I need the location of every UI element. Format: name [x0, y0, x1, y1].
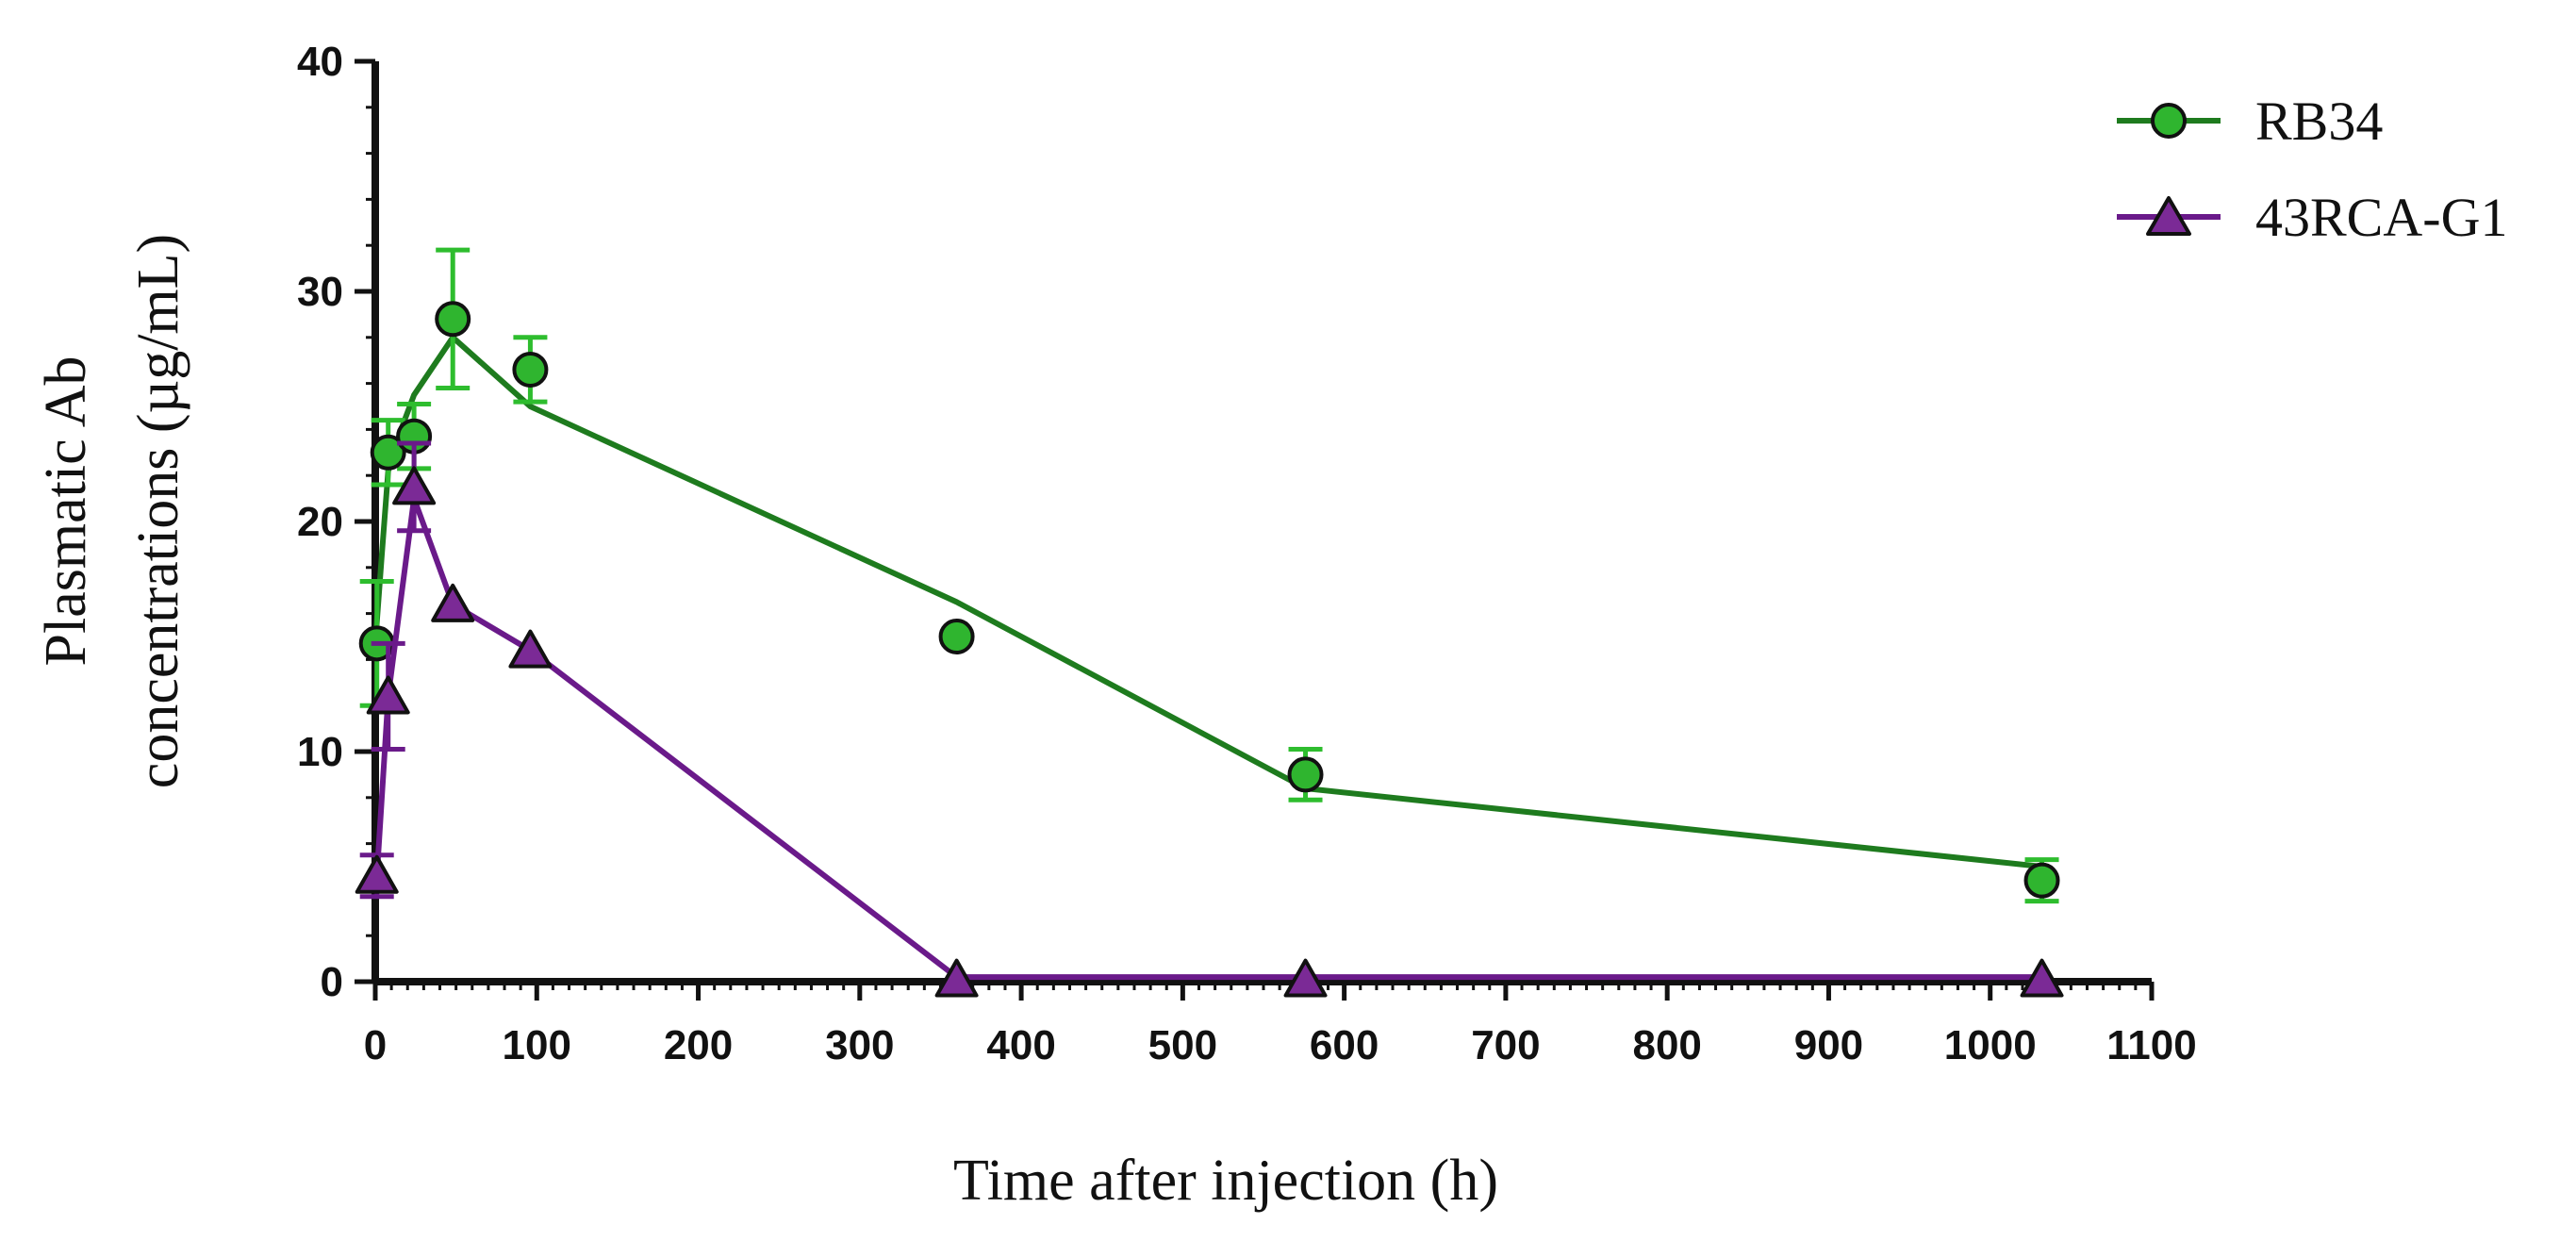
legend-item-rb34: RB34 — [2117, 91, 2383, 152]
series-rb34 — [358, 247, 2060, 904]
x-tick-label: 100 — [503, 1022, 571, 1068]
data-point-43rca-g1 — [431, 583, 475, 622]
plot-area — [355, 247, 2064, 998]
y-tick-label: 20 — [297, 499, 343, 545]
data-point-rb34 — [938, 619, 975, 654]
y-axis-label-line-1: Plasmatic Ab — [34, 356, 98, 667]
x-tick-label: 400 — [986, 1022, 1055, 1068]
legend-marker-43rca-g1 — [2146, 196, 2191, 236]
x-tick-label: 200 — [664, 1022, 733, 1068]
legend-marker-rb34 — [2151, 103, 2187, 139]
x-tick-label: 600 — [1310, 1022, 1379, 1068]
y-axis-label-line-2: concentrations (µg/mL) — [126, 234, 190, 788]
data-point-43rca-g1 — [392, 466, 437, 505]
data-point-rb34 — [512, 351, 549, 388]
x-axis-label: Time after injection (h) — [953, 1149, 1498, 1213]
x-tick-label: 900 — [1794, 1022, 1863, 1068]
data-point-43rca-g1 — [508, 629, 553, 669]
x-tick-label: 500 — [1148, 1022, 1217, 1068]
legend-item-43rca-g1: 43RCA-G1 — [2117, 187, 2507, 248]
data-point-43rca-g1 — [366, 675, 410, 715]
x-tick-label: 0 — [364, 1022, 387, 1068]
y-tick-label: 10 — [297, 729, 343, 775]
x-tick-label: 700 — [1471, 1022, 1540, 1068]
axes: 0 100 200 300 400 500 600 700 800 900 1000 1100 0 10 2… — [297, 39, 2197, 1068]
series-line-43rca-g1 — [373, 495, 2042, 981]
series-line-rb34 — [372, 334, 2042, 869]
x-tick-label: 1100 — [2106, 1022, 2196, 1068]
series-43rca-g1 — [355, 440, 2064, 998]
legend: RB34 43RCA-G1 — [2117, 91, 2507, 248]
legend-label-43rca-g1: 43RCA-G1 — [2255, 187, 2507, 248]
data-point-rb34 — [370, 434, 406, 471]
y-tick-label: 30 — [297, 269, 343, 315]
x-tick-label: 1000 — [1944, 1022, 2037, 1068]
data-point-43rca-g1 — [2020, 958, 2064, 998]
legend-label-rb34: RB34 — [2255, 91, 2383, 152]
x-tick-label: 300 — [825, 1022, 894, 1068]
x-tick-label: 800 — [1632, 1022, 1701, 1068]
data-point-43rca-g1 — [934, 958, 979, 998]
data-point-43rca-g1 — [1283, 958, 1328, 998]
data-point-rb34 — [1287, 756, 1324, 793]
y-tick-label: 40 — [297, 39, 343, 85]
y-tick-label: 0 — [321, 959, 343, 1005]
data-point-43rca-g1 — [355, 854, 399, 894]
data-point-rb34 — [435, 301, 471, 338]
data-point-rb34 — [2023, 862, 2060, 899]
y-axis-label: Plasmatic Ab concentrations (µg/mL) — [34, 234, 190, 788]
